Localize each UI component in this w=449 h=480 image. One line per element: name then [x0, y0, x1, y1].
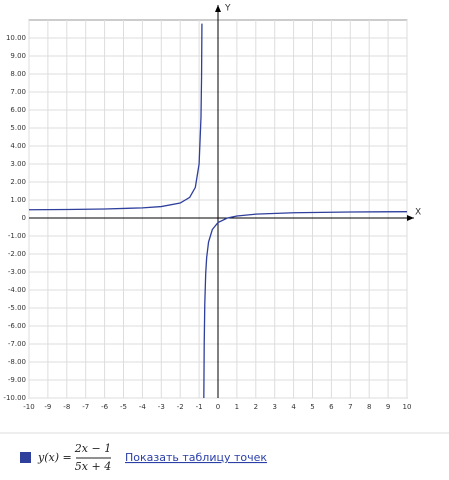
x-tick-label: -3 [158, 403, 165, 411]
x-tick-label: -6 [101, 403, 109, 411]
x-tick-label: 1 [235, 403, 239, 411]
y-tick-label: 10.00 [6, 34, 26, 42]
x-tick-label: 7 [348, 403, 352, 411]
x-tick-label: -1 [196, 403, 203, 411]
y-tick-label: -5.00 [8, 304, 26, 312]
x-tick-label: -8 [63, 403, 70, 411]
x-axis-label: X [415, 208, 421, 218]
y-tick-label: -10.00 [3, 394, 26, 402]
formula-lhs: y(x) = [37, 451, 72, 464]
x-tick-label: -9 [44, 403, 51, 411]
y-tick-label: -1.00 [8, 232, 26, 240]
y-axis-arrow [215, 5, 221, 12]
x-axis-arrow [407, 215, 414, 221]
x-tick-label: 10 [403, 403, 412, 411]
y-tick-label: -2.00 [8, 250, 26, 258]
formula-numerator: 2x − 1 [74, 442, 111, 455]
y-tick-label: 2.00 [10, 178, 26, 186]
y-tick-label: -8.00 [8, 358, 26, 366]
x-tick-label: 0 [216, 403, 220, 411]
formula-denominator: 5x + 4 [75, 460, 111, 473]
y-tick-label: 5.00 [10, 124, 26, 132]
y-tick-label: 7.00 [10, 88, 26, 96]
x-tick-label: 5 [310, 403, 314, 411]
x-tick-label: -2 [177, 403, 184, 411]
legend: y(x) = 2x − 1 5x + 4 Показать таблицу то… [20, 442, 267, 473]
x-tick-label: -7 [82, 403, 89, 411]
x-tick-label: -5 [120, 403, 127, 411]
y-tick-label: -6.00 [8, 322, 26, 330]
y-tick-label: 3.00 [10, 160, 26, 168]
legend-swatch [20, 452, 31, 463]
y-tick-label: -3.00 [8, 268, 26, 276]
x-tick-label: -4 [139, 403, 147, 411]
x-tick-label: 2 [254, 403, 258, 411]
y-tick-label: 8.00 [10, 70, 26, 78]
y-tick-label: 9.00 [10, 52, 26, 60]
x-tick-label: 9 [386, 403, 390, 411]
y-axis-label: Y [224, 4, 231, 14]
x-tick-label: -10 [23, 403, 34, 411]
y-tick-label: 1.00 [10, 196, 26, 204]
x-tick-label: 6 [329, 403, 334, 411]
y-tick-label: 0 [22, 214, 26, 222]
y-tick-label: 6.00 [10, 106, 26, 114]
x-tick-label: 3 [272, 403, 276, 411]
function-curve [29, 23, 407, 398]
y-tick-label: 4.00 [10, 142, 26, 150]
x-tick-label: 4 [291, 403, 296, 411]
points-table-link[interactable]: Показать таблицу точек [125, 451, 267, 464]
y-tick-label: -9.00 [8, 376, 26, 384]
y-tick-label: -7.00 [8, 340, 26, 348]
y-tick-label: -4.00 [8, 286, 26, 294]
x-tick-label: 8 [367, 403, 371, 411]
